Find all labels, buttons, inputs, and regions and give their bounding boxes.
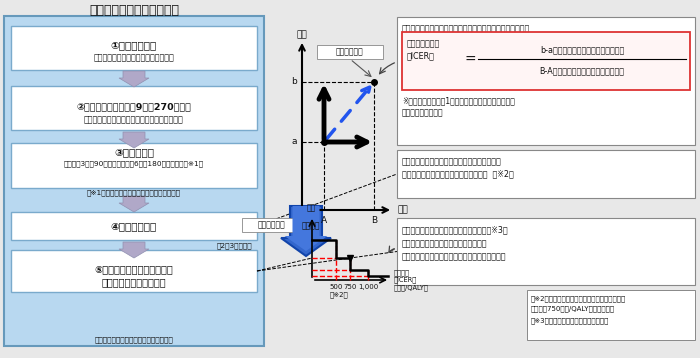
Text: 費用、効果がどれだけ増加するかを分析。: 費用、効果がどれだけ増加するかを分析。 [402,36,492,45]
Text: 1,000: 1,000 [358,284,378,290]
Text: 基準（750万円/QALY）を用いる。: 基準（750万円/QALY）を用いる。 [531,305,615,311]
Text: 総合的評価にあたっては、希少な疾患や小児、: 総合的評価にあたっては、希少な疾患や小児、 [402,157,502,166]
Text: （※2）: （※2） [330,291,349,297]
Text: （注）カッコ内の期間は、標準的な期間: （注）カッコ内の期間は、標準的な期間 [94,337,174,343]
Text: 調整係数: 調整係数 [302,221,321,230]
Text: 要な費用を算出。: 要な費用を算出。 [402,108,444,117]
Bar [11,250,257,292]
Bar [397,218,695,285]
Text: ①　品目の指定: ① 品目の指定 [111,40,157,50]
Bar [11,212,257,240]
Text: ※　健康な状態での1年間の生存を延長するために必: ※ 健康な状態での1年間の生存を延長するために必 [402,96,515,105]
Text: （※1）国立保健医療科学院が主体となり実施: （※1）国立保健医療科学院が主体となり実施 [87,190,181,196]
Text: 評価結果
（ICER）
（万円/QALY）: 評価結果 （ICER） （万円/QALY） [394,269,429,291]
Text: 価格: 価格 [307,203,316,212]
Text: 効果: 効果 [397,205,407,214]
Text: a: a [291,137,297,146]
Text: ・医療費の減少につながる品目等は価格を引上げ: ・医療費の減少につながる品目等は価格を引上げ [402,252,507,261]
FancyArrow shape [119,196,149,212]
Bar [242,218,300,232]
Text: （検証（3月（90日）～再分析（6月（180日）））　（※1）: （検証（3月（90日）～再分析（6月（180日））） （※1） [64,161,204,167]
Text: 費用: 費用 [297,30,307,39]
Text: A: A [321,216,327,225]
Text: 【費用対効果評価の手順】: 【費用対効果評価の手順】 [89,4,179,16]
Text: 評価結果に応じて対象品目の価格を調整（※3）: 評価結果に応じて対象品目の価格を調整（※3） [402,225,509,234]
FancyArrow shape [284,206,328,251]
Bar [402,32,690,90]
Bar [11,143,257,188]
Text: ③　公的分析: ③ 公的分析 [114,147,154,157]
Text: 評価対象品目が、比較対照品目（既存の品目）と比較して、: 評価対象品目が、比較対照品目（既存の品目）と比較して、 [402,24,531,33]
Text: ④　総合的評価: ④ 総合的評価 [111,221,157,231]
Text: ②　企業による分析（9月（270日））: ② 企業による分析（9月（270日）） [76,102,191,111]
FancyArrow shape [281,206,331,256]
FancyArrow shape [119,71,149,87]
Text: b-a（費用がどのくらい増加するか）: b-a（費用がどのくらい増加するか） [540,45,624,54]
Text: （ICER）: （ICER） [407,51,435,60]
Text: （※3）価格調整範囲は有用性系加算等: （※3）価格調整範囲は有用性系加算等 [531,317,610,324]
Text: 分析前協議（分析枚組み等の決定）、企業分析: 分析前協議（分析枚組み等の決定）、企業分析 [84,116,184,125]
FancyArrow shape [119,242,149,258]
Text: ・費用対効果の悪い品目は価格を引下げ: ・費用対効果の悪い品目は価格を引下げ [402,239,487,248]
FancyArrow shape [119,132,149,148]
Text: 比較対照品目: 比較対照品目 [257,221,285,229]
Text: =: = [464,53,475,67]
Bar [4,16,264,346]
Text: ⑤　費用対効果の評価結果に: ⑤ 費用対効果の評価結果に [94,264,174,274]
Text: （2～3月程度）: （2～3月程度） [216,243,252,249]
Bar [527,290,695,340]
Text: 増分費用効果比: 増分費用効果比 [407,39,440,48]
Bar [11,26,257,70]
Bar [397,17,695,145]
Text: 評価対象品目: 評価対象品目 [336,48,364,57]
Text: 500: 500 [329,284,343,290]
Bar [11,86,257,130]
Text: B: B [371,216,377,225]
Text: 750: 750 [343,284,357,290]
Text: B-A（効果がどのくらい増加するか）: B-A（効果がどのくらい増加するか） [540,67,624,76]
Text: （※2）抗がん剤等については、通常よりも高い: （※2）抗がん剤等については、通常よりも高い [531,295,626,301]
Bar [397,150,695,198]
Text: 抗がん剤等の、配慮が必要な要素も考慮  （※2）: 抗がん剤等の、配慮が必要な要素も考慮 （※2） [402,169,514,178]
Text: （市場規模の大きい医薬品等を指定）: （市場規模の大きい医薬品等を指定） [94,53,174,63]
Text: b: b [291,77,297,87]
Bar [317,45,383,59]
Text: 基づく価格調整を実施: 基づく価格調整を実施 [102,277,167,287]
